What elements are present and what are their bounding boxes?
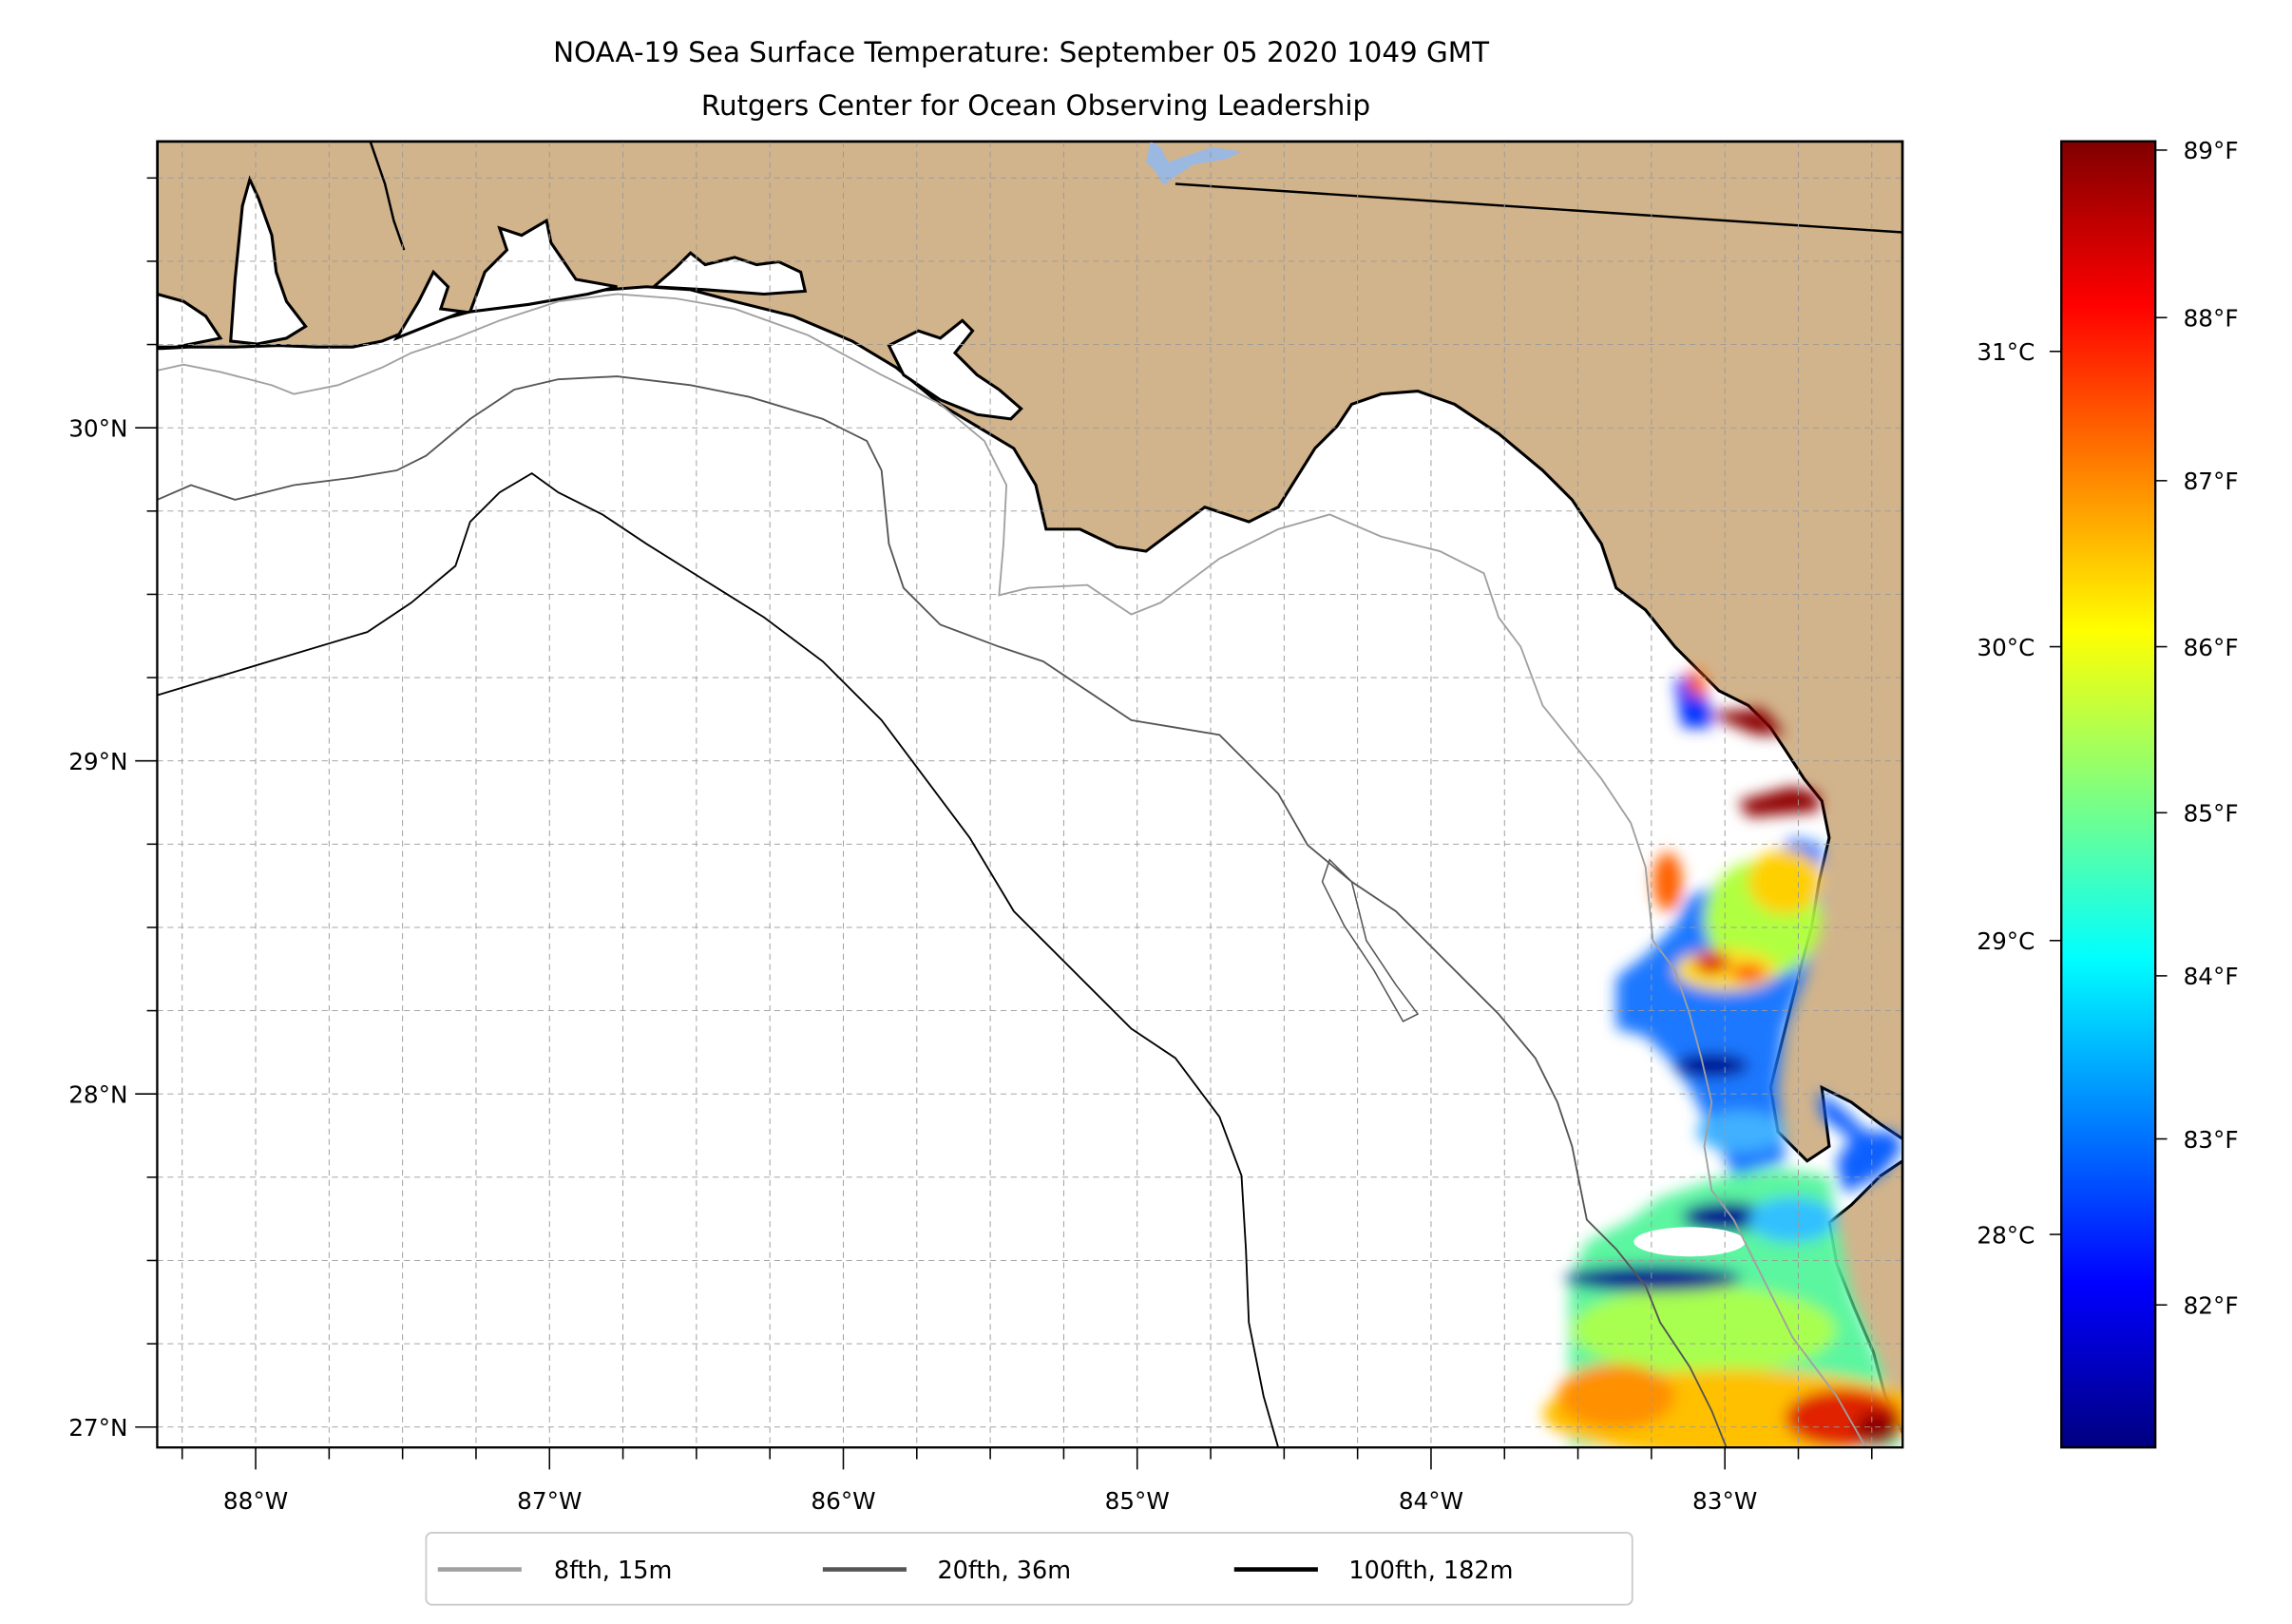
- bay-inlet: [468, 218, 618, 314]
- x-tick-label: 83°W: [1692, 1487, 1757, 1515]
- colorbar-f-label: 84°F: [2184, 963, 2239, 990]
- y-tick-label: 27°N: [68, 1414, 127, 1442]
- chart-subtitle: Rutgers Center for Ocean Observing Leade…: [701, 89, 1370, 122]
- isobath-20fth: [157, 375, 1728, 1448]
- y-tick-label: 28°N: [68, 1080, 127, 1108]
- colorbar-f-label: 89°F: [2184, 137, 2239, 164]
- legend-label-100fth: 100fth, 182m: [1348, 1557, 1513, 1585]
- colorbar-c-label: 29°C: [1977, 927, 2034, 955]
- plot-frame: [156, 140, 1904, 1449]
- colorbar-c-label: 30°C: [1977, 634, 2034, 661]
- bay-inlet: [650, 251, 808, 296]
- chart-title: NOAA-19 Sea Surface Temperature: Septemb…: [553, 36, 1490, 68]
- colorbar-c-label: 31°C: [1977, 338, 2034, 366]
- legend-label-20fth: 20fth, 36m: [937, 1557, 1071, 1585]
- map-plot-area: [157, 141, 1903, 1448]
- x-tick-label: 85°W: [1105, 1487, 1170, 1515]
- isobath-20fth-island: [1321, 858, 1420, 1022]
- colorbar-f-label: 85°F: [2184, 800, 2239, 828]
- lake: [1146, 141, 1242, 186]
- state-border: [1175, 182, 1903, 234]
- map-axes: 88°W 87°W 86°W 85°W 84°W 83°W 30°N 29°N 28°N 27°N: [68, 177, 1873, 1515]
- isobath-100fth: [157, 472, 1280, 1448]
- colorbar-c-label: 28°C: [1977, 1221, 2034, 1249]
- colorbar-f-label: 86°F: [2184, 634, 2239, 661]
- mobile-bay: [229, 175, 308, 346]
- colorbar-f-label: 87°F: [2184, 468, 2239, 495]
- bay-inlet: [157, 292, 223, 349]
- bay-inlet: [887, 318, 1023, 421]
- legend: 8fth, 15m 20fth, 36m 100fth, 182m: [425, 1531, 1633, 1606]
- grid-lines: [157, 141, 1903, 1448]
- x-tick-label: 84°W: [1399, 1487, 1463, 1515]
- x-tick-label: 88°W: [223, 1487, 288, 1515]
- y-tick-label: 30°N: [68, 414, 127, 442]
- y-tick-label: 29°N: [68, 748, 127, 775]
- colorbar-ticks: 89°F 88°F 87°F 86°F 85°F 84°F 83°F 82°F 31°C 30°C…: [1977, 137, 2238, 1319]
- colorbar-f-label: 83°F: [2184, 1126, 2239, 1154]
- bay-inlet: [392, 269, 469, 342]
- state-border: [369, 141, 406, 251]
- colorbar: [2060, 140, 2157, 1449]
- colorbar-f-label: 88°F: [2184, 304, 2239, 332]
- x-tick-label: 87°W: [517, 1487, 582, 1515]
- legend-label-8fth: 8fth, 15m: [554, 1557, 672, 1585]
- isobath-8fth: [157, 293, 1867, 1448]
- x-tick-label: 86°W: [811, 1487, 875, 1515]
- colorbar-f-label: 82°F: [2184, 1292, 2239, 1320]
